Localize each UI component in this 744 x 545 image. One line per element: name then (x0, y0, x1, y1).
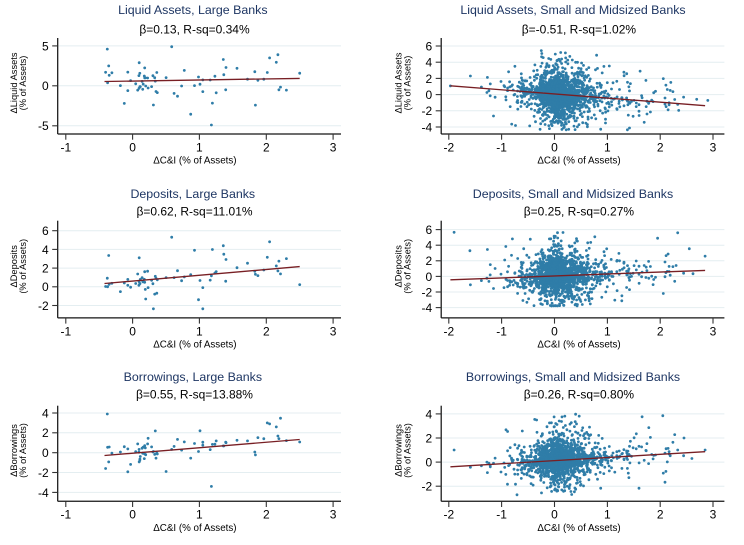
svg-text:-2: -2 (38, 466, 49, 480)
svg-text:3: 3 (710, 324, 717, 338)
svg-text:Liquid Assets, Large Banks: Liquid Assets, Large Banks (118, 3, 267, 17)
svg-text:2: 2 (426, 254, 433, 268)
svg-text:2: 2 (263, 140, 270, 154)
svg-text:Deposits, Small and Midsized B: Deposits, Small and Midsized Banks (473, 187, 673, 201)
svg-text:-2: -2 (38, 299, 49, 313)
svg-text:ΔC&I (% of Assets): ΔC&I (% of Assets) (153, 339, 236, 350)
svg-text:2: 2 (657, 140, 664, 154)
svg-text:0: 0 (426, 270, 433, 284)
svg-text:-1: -1 (496, 140, 507, 154)
svg-text:(% of Assets): (% of Assets) (18, 56, 28, 111)
svg-text:6: 6 (42, 224, 49, 238)
svg-text:ΔC&I (% of Assets): ΔC&I (% of Assets) (537, 156, 620, 167)
svg-text:5: 5 (42, 39, 49, 53)
svg-text:-4: -4 (422, 301, 433, 315)
svg-text:(% of Assets): (% of Assets) (403, 56, 413, 111)
svg-text:0: 0 (551, 324, 558, 338)
svg-text:4: 4 (426, 56, 433, 70)
svg-text:-2: -2 (443, 324, 454, 338)
svg-text:3: 3 (330, 140, 337, 154)
svg-text:-2: -2 (422, 104, 433, 118)
svg-text:(% of Assets): (% of Assets) (18, 423, 28, 478)
svg-text:0: 0 (42, 280, 49, 294)
svg-text:-1: -1 (60, 140, 71, 154)
svg-text:-1: -1 (496, 324, 507, 338)
svg-text:-5: -5 (38, 119, 49, 133)
svg-text:β=-0.51, R-sq=1.02%: β=-0.51, R-sq=1.02% (522, 23, 637, 37)
svg-text:0: 0 (426, 88, 433, 102)
svg-text:Deposits, Large Banks: Deposits, Large Banks (130, 187, 255, 201)
svg-text:ΔC&I (% of Assets): ΔC&I (% of Assets) (153, 156, 236, 167)
svg-text:-4: -4 (38, 486, 49, 500)
svg-text:Borrowings, Large Banks: Borrowings, Large Banks (124, 370, 262, 384)
svg-text:1: 1 (196, 508, 203, 522)
svg-text:2: 2 (263, 508, 270, 522)
svg-text:-2: -2 (443, 140, 454, 154)
svg-text:0: 0 (42, 446, 49, 460)
svg-text:1: 1 (196, 140, 203, 154)
svg-text:3: 3 (330, 508, 337, 522)
svg-text:1: 1 (604, 324, 611, 338)
svg-text:4: 4 (426, 239, 433, 253)
svg-text:β=0.62, R-sq=11.01%: β=0.62, R-sq=11.01% (136, 205, 252, 219)
svg-text:0: 0 (129, 324, 136, 338)
svg-text:6: 6 (426, 39, 433, 53)
svg-text:3: 3 (330, 324, 337, 338)
svg-text:ΔC&I (% of Assets): ΔC&I (% of Assets) (537, 339, 620, 350)
svg-text:2: 2 (426, 72, 433, 86)
svg-text:4: 4 (42, 243, 49, 257)
svg-text:2: 2 (263, 324, 270, 338)
svg-text:β=0.13, R-sq=0.34%: β=0.13, R-sq=0.34% (139, 23, 250, 37)
svg-text:0: 0 (129, 508, 136, 522)
svg-text:β=0.25, R-sq=0.27%: β=0.25, R-sq=0.27% (524, 205, 635, 219)
svg-text:2: 2 (657, 324, 664, 338)
svg-text:0: 0 (551, 140, 558, 154)
svg-text:6: 6 (426, 223, 433, 237)
svg-text:(% of Assets): (% of Assets) (18, 239, 28, 294)
svg-text:0: 0 (42, 79, 49, 93)
svg-text:β=0.55, R-sq=13.88%: β=0.55, R-sq=13.88% (136, 388, 253, 402)
svg-text:1: 1 (196, 324, 203, 338)
svg-text:1: 1 (604, 140, 611, 154)
svg-text:-2: -2 (422, 285, 433, 299)
svg-text:4: 4 (42, 406, 49, 420)
svg-text:3: 3 (710, 140, 717, 154)
svg-text:2: 2 (42, 426, 49, 440)
svg-text:-4: -4 (422, 120, 433, 134)
svg-text:0: 0 (129, 140, 136, 154)
svg-text:2: 2 (42, 262, 49, 276)
svg-text:-1: -1 (60, 508, 71, 522)
svg-text:(% of Assets): (% of Assets) (403, 239, 413, 294)
svg-text:ΔC&I (% of Assets): ΔC&I (% of Assets) (153, 523, 236, 534)
svg-text:Liquid Assets, Small and Midsi: Liquid Assets, Small and Midsized Banks (460, 3, 685, 17)
svg-text:-1: -1 (60, 324, 71, 338)
